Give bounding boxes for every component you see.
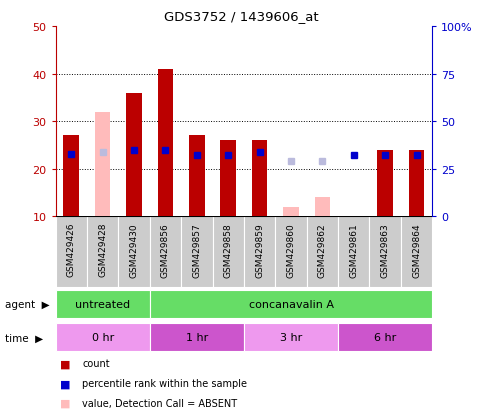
Text: count: count bbox=[82, 358, 110, 368]
Bar bbox=[283, 207, 299, 217]
Text: 3 hr: 3 hr bbox=[280, 332, 302, 343]
Bar bbox=[87, 217, 118, 287]
Bar bbox=[369, 217, 401, 287]
Bar bbox=[244, 217, 275, 287]
Bar bbox=[338, 324, 432, 351]
Text: GSM429857: GSM429857 bbox=[192, 223, 201, 277]
Text: value, Detection Call = ABSENT: value, Detection Call = ABSENT bbox=[82, 398, 237, 408]
Bar bbox=[252, 141, 268, 217]
Text: GSM429862: GSM429862 bbox=[318, 223, 327, 277]
Text: ■: ■ bbox=[60, 358, 71, 368]
Bar bbox=[157, 69, 173, 217]
Bar bbox=[150, 291, 432, 318]
Text: GSM429858: GSM429858 bbox=[224, 223, 233, 277]
Text: GSM429864: GSM429864 bbox=[412, 223, 421, 277]
Text: concanavalin A: concanavalin A bbox=[249, 299, 333, 310]
Bar bbox=[409, 150, 425, 217]
Text: GSM429856: GSM429856 bbox=[161, 223, 170, 277]
Bar bbox=[401, 217, 432, 287]
Text: GSM429859: GSM429859 bbox=[255, 223, 264, 277]
Text: percentile rank within the sample: percentile rank within the sample bbox=[82, 378, 247, 388]
Text: 6 hr: 6 hr bbox=[374, 332, 397, 343]
Text: ■: ■ bbox=[60, 378, 71, 388]
Bar bbox=[275, 217, 307, 287]
Bar bbox=[63, 136, 79, 217]
Bar bbox=[56, 291, 150, 318]
Bar bbox=[150, 324, 244, 351]
Bar bbox=[314, 198, 330, 217]
Text: GSM429861: GSM429861 bbox=[349, 223, 358, 277]
Bar bbox=[95, 112, 111, 217]
Bar bbox=[377, 150, 393, 217]
Text: GSM429860: GSM429860 bbox=[286, 223, 296, 277]
Bar bbox=[307, 217, 338, 287]
Text: ■: ■ bbox=[60, 398, 71, 408]
Text: GSM429863: GSM429863 bbox=[381, 223, 390, 277]
Text: untreated: untreated bbox=[75, 299, 130, 310]
Bar bbox=[118, 217, 150, 287]
Text: GDS3752 / 1439606_at: GDS3752 / 1439606_at bbox=[164, 10, 319, 23]
Bar bbox=[189, 136, 205, 217]
Text: GSM429428: GSM429428 bbox=[98, 223, 107, 277]
Text: agent  ▶: agent ▶ bbox=[5, 299, 49, 310]
Text: GSM429426: GSM429426 bbox=[67, 223, 76, 277]
Bar bbox=[181, 217, 213, 287]
Bar bbox=[244, 324, 338, 351]
Bar bbox=[213, 217, 244, 287]
Text: time  ▶: time ▶ bbox=[5, 332, 43, 343]
Bar bbox=[56, 324, 150, 351]
Bar bbox=[126, 93, 142, 217]
Text: 1 hr: 1 hr bbox=[185, 332, 208, 343]
Bar bbox=[338, 217, 369, 287]
Bar bbox=[220, 141, 236, 217]
Bar bbox=[150, 217, 181, 287]
Bar bbox=[56, 217, 87, 287]
Text: GSM429430: GSM429430 bbox=[129, 223, 139, 277]
Text: 0 hr: 0 hr bbox=[91, 332, 114, 343]
